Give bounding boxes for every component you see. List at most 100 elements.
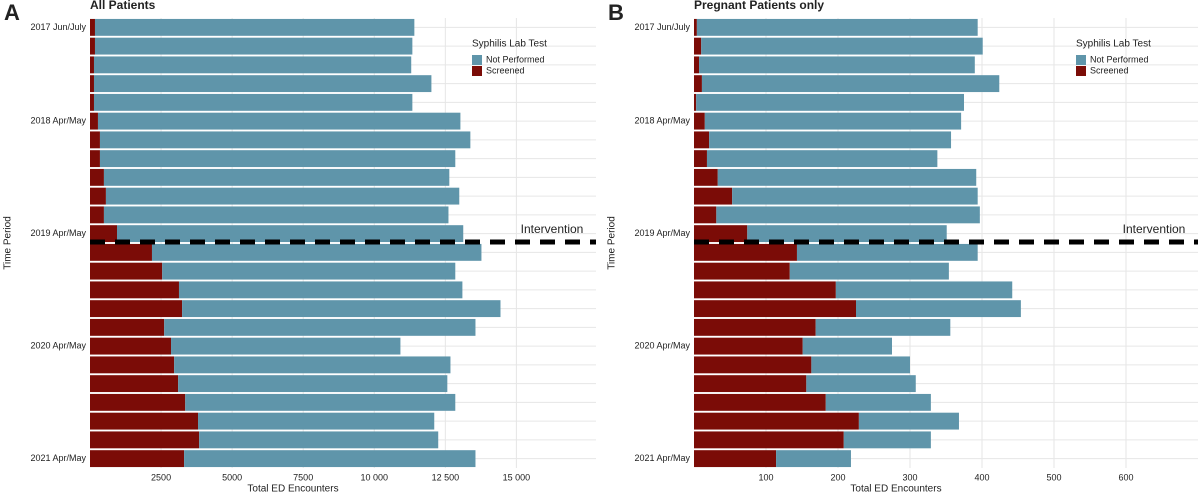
y-tick-label: 2018 Apr/May	[634, 116, 690, 126]
bar-segment	[90, 450, 185, 468]
y-tick-label: 2020 Apr/May	[30, 341, 86, 351]
legend-swatch	[1076, 55, 1086, 65]
bar-segment	[694, 56, 700, 74]
bar-segment	[93, 93, 413, 111]
bar-segment	[90, 37, 95, 55]
bar-segment	[117, 225, 464, 243]
bar-segment	[709, 131, 952, 149]
panel-label: A	[4, 0, 20, 25]
bar-segment	[835, 281, 1013, 299]
x-tick-label: 200	[830, 472, 845, 482]
bar-segment	[185, 393, 456, 411]
bar-segment	[90, 393, 186, 411]
bar-segment	[90, 243, 152, 261]
bar-segment	[694, 131, 710, 149]
legend-swatch	[472, 66, 482, 76]
bar-segment	[90, 412, 199, 430]
legend-label: Not Performed	[486, 54, 545, 64]
bar-segment	[90, 206, 104, 224]
bar-segment	[696, 18, 978, 36]
bar-segment	[90, 356, 175, 374]
bar-segment	[90, 168, 104, 186]
bar-segment	[694, 150, 707, 168]
x-tick-label: 2500	[151, 472, 171, 482]
y-tick-label: 2021 Apr/May	[30, 453, 86, 463]
legend-title: Syphilis Lab Test	[1076, 39, 1151, 50]
bar-segment	[162, 262, 456, 280]
x-tick-label: 500	[1046, 472, 1061, 482]
bar-segment	[696, 93, 964, 111]
bar-segment	[701, 37, 983, 55]
bar-segment	[171, 337, 401, 355]
bar-segment	[694, 206, 717, 224]
y-tick-label: 2020 Apr/May	[634, 341, 690, 351]
bar-segment	[694, 300, 856, 318]
bar-segment	[694, 262, 790, 280]
legend-label: Not Performed	[1090, 54, 1149, 64]
bar-segment	[825, 393, 931, 411]
bar-segment	[694, 225, 748, 243]
x-tick-label: 5000	[222, 472, 242, 482]
bar-segment	[717, 168, 977, 186]
bar-segment	[704, 112, 962, 130]
bar-segment	[694, 337, 803, 355]
bar-segment	[699, 56, 975, 74]
bar-segment	[94, 37, 413, 55]
y-axis-title: Time Period	[607, 216, 618, 270]
bar-segment	[694, 375, 807, 393]
bar-segment	[694, 450, 777, 468]
bar-segment	[694, 168, 718, 186]
bar-segment	[90, 318, 165, 336]
y-tick-label: 2021 Apr/May	[634, 453, 690, 463]
bar-segment	[178, 375, 448, 393]
bar-segment	[694, 431, 844, 449]
bar-segment	[706, 150, 938, 168]
bar-segment	[103, 206, 449, 224]
bar-segment	[856, 300, 1021, 318]
bar-segment	[694, 75, 702, 93]
legend-title: Syphilis Lab Test	[472, 39, 547, 50]
bar-segment	[90, 150, 100, 168]
x-axis-title: Total ED Encounters	[247, 484, 338, 493]
x-tick-label: 15 000	[503, 472, 531, 482]
x-tick-label: 100	[758, 472, 773, 482]
bar-segment	[694, 37, 702, 55]
legend-label: Screened	[1090, 65, 1129, 75]
bar-segment	[815, 318, 951, 336]
bar-segment	[90, 112, 98, 130]
y-axis-title: Time Period	[3, 216, 14, 270]
panel-title: Pregnant Patients only	[694, 0, 824, 12]
bar-segment	[90, 300, 183, 318]
bar-segment	[694, 356, 812, 374]
y-tick-label: 2018 Apr/May	[30, 116, 86, 126]
bar-segment	[94, 18, 415, 36]
bar-segment	[99, 131, 471, 149]
y-tick-label: 2019 Apr/May	[30, 228, 86, 238]
bar-segment	[174, 356, 451, 374]
y-tick-label: 2019 Apr/May	[634, 228, 690, 238]
bar-segment	[90, 337, 172, 355]
bar-segment	[90, 262, 163, 280]
bar-segment	[694, 281, 836, 299]
bar-segment	[90, 281, 179, 299]
legend-swatch	[472, 55, 482, 65]
bar-segment	[99, 150, 456, 168]
annotation: Intervention	[1123, 222, 1186, 236]
bar-segment	[694, 187, 733, 205]
panel-title: All Patients	[90, 0, 156, 12]
x-axis-title: Total ED Encounters	[850, 484, 941, 493]
bar-segment	[694, 18, 697, 36]
bar-segment	[802, 337, 892, 355]
bar-segment	[103, 168, 450, 186]
bar-segment	[90, 131, 100, 149]
bar-segment	[747, 225, 947, 243]
bar-segment	[93, 56, 412, 74]
bar-segment	[694, 93, 697, 111]
bar-segment	[93, 75, 432, 93]
bar-segment	[843, 431, 931, 449]
bar-segment	[694, 412, 859, 430]
bar-segment	[199, 431, 439, 449]
bar-segment	[90, 56, 94, 74]
bar-segment	[694, 243, 797, 261]
bar-segment	[90, 18, 95, 36]
